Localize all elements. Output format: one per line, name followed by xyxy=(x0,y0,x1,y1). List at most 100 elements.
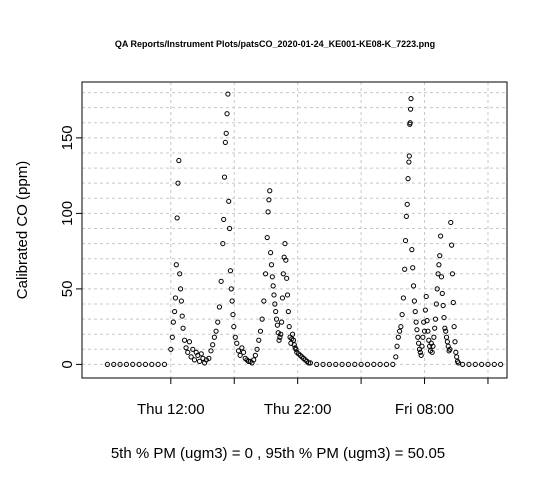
data-point-0-54 xyxy=(226,225,233,232)
chart-title: QA Reports/Instrument Plots/patsCO_2020-… xyxy=(115,39,435,49)
data-point-0-124 xyxy=(320,361,326,368)
data-point-0-104 xyxy=(285,308,291,315)
data-point-0-21 xyxy=(178,298,184,304)
data-point-0-14 xyxy=(172,295,179,301)
data-point-0-165 xyxy=(418,352,424,358)
data-point-0-173 xyxy=(425,328,431,334)
data-point-0-199 xyxy=(447,346,453,352)
data-point-0-163 xyxy=(416,346,423,352)
data-point-0-105 xyxy=(286,324,292,330)
data-point-0-102 xyxy=(284,275,290,281)
data-point-0-29 xyxy=(190,346,196,352)
data-point-0-11 xyxy=(169,334,175,340)
data-points-layer xyxy=(104,91,504,368)
data-point-0-161 xyxy=(415,334,421,340)
data-point-0-128 xyxy=(345,361,352,368)
data-point-0-78 xyxy=(262,271,269,277)
data-point-0-15 xyxy=(173,262,179,268)
data-point-0-3 xyxy=(123,361,130,368)
data-point-0-152 xyxy=(407,106,414,112)
data-point-0-188 xyxy=(438,233,444,239)
data-point-0-86 xyxy=(270,283,276,289)
data-point-0-93 xyxy=(276,337,282,343)
data-point-0-127 xyxy=(339,361,345,368)
data-point-0-159 xyxy=(413,319,419,325)
data-point-0-182 xyxy=(432,316,439,322)
data-point-0-121 xyxy=(306,360,312,366)
data-point-0-33 xyxy=(196,358,203,364)
data-point-0-58 xyxy=(230,311,236,318)
data-point-0-96 xyxy=(279,319,285,325)
data-point-0-81 xyxy=(266,197,272,203)
data-point-0-98 xyxy=(280,271,286,277)
data-point-0-196 xyxy=(444,339,450,345)
data-point-0-174 xyxy=(426,337,432,343)
data-point-0-191 xyxy=(440,302,446,309)
data-point-0-18 xyxy=(176,157,182,164)
data-point-0-111 xyxy=(291,342,297,348)
data-point-0-41 xyxy=(211,334,217,340)
y-tick-label-3: 150 xyxy=(59,125,76,150)
data-point-0-137 xyxy=(394,343,400,349)
data-point-0-16 xyxy=(174,215,180,221)
data-point-0-154 xyxy=(409,247,415,253)
data-point-0-0 xyxy=(104,361,110,368)
data-point-0-27 xyxy=(186,339,193,345)
data-point-0-143 xyxy=(402,266,408,272)
data-point-0-52 xyxy=(225,91,231,97)
data-point-0-187 xyxy=(437,253,443,259)
data-point-0-64 xyxy=(239,345,245,351)
data-point-0-73 xyxy=(254,346,260,352)
data-point-0-20 xyxy=(177,286,184,292)
data-point-0-1 xyxy=(111,361,117,368)
data-point-0-80 xyxy=(265,209,271,215)
data-point-0-135 xyxy=(390,361,396,368)
footer-stats-text: 5th % PM (ugm3) = 0 , 95th % PM (ugm3) =… xyxy=(111,445,445,462)
data-point-0-146 xyxy=(404,201,410,207)
data-point-0-39 xyxy=(208,348,214,354)
y-axis-label: Calibrated CO (ppm) xyxy=(14,161,31,299)
data-point-0-25 xyxy=(183,345,189,351)
data-point-0-122 xyxy=(307,360,313,366)
data-point-0-113 xyxy=(293,346,299,352)
data-point-0-129 xyxy=(352,361,358,368)
data-point-0-210 xyxy=(459,361,466,368)
data-point-0-59 xyxy=(231,324,237,330)
data-point-0-189 xyxy=(438,274,445,280)
data-point-0-71 xyxy=(251,357,257,363)
data-point-0-109 xyxy=(289,331,296,337)
x-tick-label-4: Fri 08:00 xyxy=(395,401,454,418)
data-point-0-147 xyxy=(405,176,411,182)
data-point-0-193 xyxy=(442,325,448,331)
data-point-0-153 xyxy=(408,96,414,102)
data-point-0-4 xyxy=(130,361,136,368)
data-point-0-192 xyxy=(441,314,447,321)
data-point-0-63 xyxy=(237,352,243,358)
data-point-0-194 xyxy=(443,328,449,334)
data-point-0-53 xyxy=(226,198,232,204)
data-point-0-49 xyxy=(222,139,228,146)
data-point-0-65 xyxy=(240,349,247,355)
axis-layer xyxy=(76,81,508,384)
data-point-0-101 xyxy=(283,257,289,263)
y-tick-label-2: 100 xyxy=(59,201,76,226)
data-point-0-22 xyxy=(179,313,185,319)
data-point-0-190 xyxy=(439,290,445,297)
data-point-0-34 xyxy=(198,351,204,357)
data-point-0-184 xyxy=(434,286,440,292)
data-point-0-148 xyxy=(406,159,412,165)
data-point-0-19 xyxy=(177,271,183,277)
data-point-0-132 xyxy=(371,361,377,368)
data-point-0-38 xyxy=(206,355,212,361)
data-point-0-40 xyxy=(210,342,216,348)
data-point-0-142 xyxy=(400,295,406,301)
data-point-0-151 xyxy=(407,120,413,126)
data-point-0-162 xyxy=(416,340,422,346)
data-point-0-123 xyxy=(314,361,320,368)
data-point-0-204 xyxy=(451,324,457,330)
data-point-0-203 xyxy=(450,299,456,306)
data-point-0-56 xyxy=(228,286,234,292)
data-point-0-166 xyxy=(419,343,425,349)
data-point-0-200 xyxy=(448,219,454,226)
